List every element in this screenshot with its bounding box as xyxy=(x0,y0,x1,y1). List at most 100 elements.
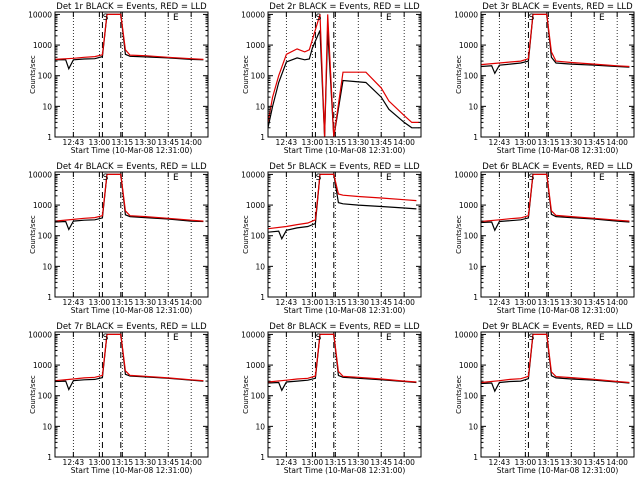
x-tick-label: 14:00 xyxy=(606,138,628,147)
y-tick-label: 1 xyxy=(473,293,478,302)
series-line-events xyxy=(480,173,630,232)
chart-title: Det 3r BLACK = Events, RED = LLD xyxy=(482,2,633,12)
x-tick-label: 13:30 xyxy=(560,138,582,147)
x-tick-label: 12:43 xyxy=(63,458,85,467)
y-tick-label: 100 xyxy=(38,392,53,401)
marker-label-e: E xyxy=(599,13,605,23)
x-tick-label: 12:43 xyxy=(489,458,511,467)
x-tick-label: 13:15 xyxy=(538,138,560,147)
x-axis-label: Start Time (10-Mar-08 12:31:00) xyxy=(71,146,193,155)
x-tick-label: 13:45 xyxy=(370,298,392,307)
x-axis-label: Start Time (10-Mar-08 12:31:00) xyxy=(497,466,619,475)
x-tick-label: 12:43 xyxy=(276,458,298,467)
detector-panel-3: Det 3r BLACK = Events, RED = LLD S E 1 10 100… xyxy=(426,0,639,160)
x-tick-label: 13:00 xyxy=(89,298,111,307)
series-line-events xyxy=(54,173,204,231)
plot-frame xyxy=(480,171,635,298)
x-tick-label: 13:00 xyxy=(89,458,111,467)
x-tick-label: 13:30 xyxy=(134,458,156,467)
chart-title: Det 2r BLACK = Events, RED = LLD xyxy=(269,2,420,12)
y-tick-label: 10 xyxy=(255,422,265,431)
series-line-lld xyxy=(267,14,420,138)
x-tick-label: 13:15 xyxy=(325,458,347,467)
y-axis-label: Counts/sec xyxy=(242,215,250,254)
marker-label-s: S xyxy=(103,173,109,183)
x-tick-label: 13:00 xyxy=(302,138,324,147)
y-tick-label: 100 xyxy=(251,392,266,401)
y-tick-label: 1000 xyxy=(33,41,52,50)
y-tick-label: 100 xyxy=(251,72,266,81)
y-tick-label: 10000 xyxy=(241,10,265,19)
y-tick-label: 10000 xyxy=(28,10,52,19)
series-line-events xyxy=(54,333,204,391)
chart-title: Det 9r BLACK = Events, RED = LLD xyxy=(482,322,633,332)
plot-frame xyxy=(267,11,422,138)
y-axis-label: Counts/sec xyxy=(242,375,250,414)
plot-frame xyxy=(54,171,209,298)
y-tick-label: 10 xyxy=(42,262,52,271)
x-tick-label: 12:43 xyxy=(63,298,85,307)
x-tick-label: 13:30 xyxy=(347,138,369,147)
y-tick-label: 1000 xyxy=(246,201,265,210)
x-tick-label: 13:15 xyxy=(538,458,560,467)
y-tick-label: 1 xyxy=(47,453,52,462)
y-tick-label: 100 xyxy=(464,392,479,401)
plot-frame xyxy=(54,11,209,138)
detector-panel-8: Det 8r BLACK = Events, RED = LLD S E 1 10 100… xyxy=(213,320,426,480)
x-tick-label: 13:00 xyxy=(302,298,324,307)
x-tick-label: 14:00 xyxy=(606,298,628,307)
y-tick-label: 1000 xyxy=(33,201,52,210)
y-tick-label: 10 xyxy=(42,102,52,111)
series-line-lld xyxy=(480,173,630,223)
x-tick-label: 12:43 xyxy=(489,298,511,307)
y-tick-label: 100 xyxy=(251,232,266,241)
series-line-lld xyxy=(480,333,630,384)
y-tick-label: 1000 xyxy=(246,41,265,50)
chart-title: Det 4r BLACK = Events, RED = LLD xyxy=(56,162,207,172)
x-tick-label: 13:30 xyxy=(347,298,369,307)
detector-panel-4: Det 4r BLACK = Events, RED = LLD S E 1 10 100… xyxy=(0,160,213,320)
x-tick-label: 12:43 xyxy=(276,138,298,147)
chart-title: Det 8r BLACK = Events, RED = LLD xyxy=(269,322,420,332)
chart-title: Det 1r BLACK = Events, RED = LLD xyxy=(56,2,207,12)
y-tick-label: 10000 xyxy=(454,10,478,19)
x-tick-label: 13:00 xyxy=(302,458,324,467)
marker-label-s: S xyxy=(316,173,322,183)
y-tick-label: 10 xyxy=(255,102,265,111)
y-axis-label: Counts/sec xyxy=(455,55,463,94)
y-tick-label: 10000 xyxy=(241,170,265,179)
marker-label-s: S xyxy=(316,13,322,23)
y-axis-label: Counts/sec xyxy=(455,375,463,414)
x-tick-label: 13:45 xyxy=(370,458,392,467)
marker-label-e: E xyxy=(599,173,605,183)
marker-label-e: E xyxy=(173,13,179,23)
marker-label-e: E xyxy=(599,333,605,343)
y-tick-label: 1 xyxy=(260,293,265,302)
chart-title: Det 6r BLACK = Events, RED = LLD xyxy=(482,162,633,172)
y-tick-label: 100 xyxy=(464,232,479,241)
plot-frame xyxy=(480,11,635,138)
x-tick-label: 13:15 xyxy=(325,298,347,307)
x-tick-label: 14:00 xyxy=(180,458,202,467)
y-tick-label: 10 xyxy=(468,422,478,431)
series-line-lld xyxy=(267,173,417,230)
marker-label-e: E xyxy=(173,333,179,343)
x-tick-label: 14:00 xyxy=(393,138,415,147)
x-tick-label: 14:00 xyxy=(393,298,415,307)
y-tick-label: 1 xyxy=(260,453,265,462)
x-axis-label: Start Time (10-Mar-08 12:31:00) xyxy=(284,146,406,155)
x-tick-label: 14:00 xyxy=(393,458,415,467)
y-tick-label: 1000 xyxy=(459,41,478,50)
marker-label-s: S xyxy=(316,333,322,343)
series-line-events xyxy=(267,173,417,241)
y-tick-label: 100 xyxy=(464,72,479,81)
series-line-lld xyxy=(54,13,204,60)
x-tick-label: 13:15 xyxy=(112,138,134,147)
x-tick-label: 13:15 xyxy=(112,458,134,467)
series-line-lld xyxy=(480,13,630,68)
y-tick-label: 100 xyxy=(38,232,53,241)
